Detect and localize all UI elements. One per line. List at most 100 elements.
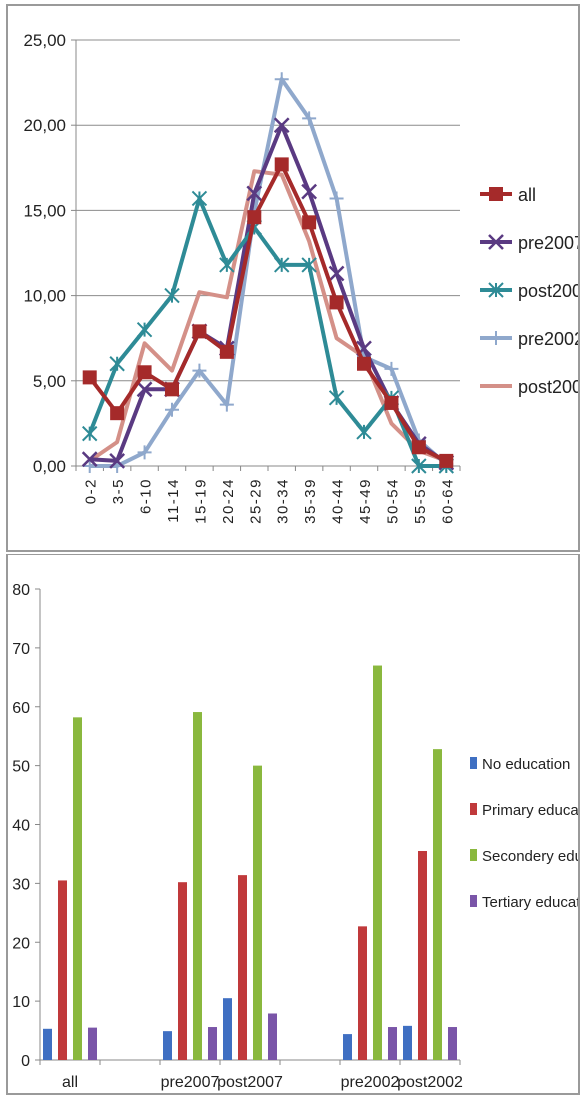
data-point-pre2002-shape	[137, 445, 152, 460]
data-point-post2007-shape	[136, 321, 153, 338]
bar-secondery-education	[193, 712, 202, 1060]
x-tick-label: all	[62, 1074, 78, 1091]
y-tick-label: 0	[21, 1053, 30, 1070]
data-point-pre2002	[192, 363, 207, 378]
data-point-post2007	[274, 257, 290, 273]
bar-secondery-education	[373, 665, 382, 1060]
data-point-all	[302, 215, 317, 230]
data-point-pre2007-shape	[109, 453, 126, 469]
age-distribution-line-chart: 0,00 5,00 10,00 15,00 20,00 25,00 0-2 3-5 6-10 11…	[23, 31, 582, 524]
data-point-pre2002	[165, 402, 179, 417]
data-point-pre2007	[328, 265, 345, 282]
y-tick-label: 50	[12, 759, 30, 776]
data-point-pre2002	[274, 72, 289, 87]
y-tick-label: 10,00	[23, 287, 66, 306]
x-tick-label: 15-19	[192, 478, 209, 524]
data-point-pre2002-shape	[82, 459, 97, 473]
y-tick-label: 40	[12, 818, 30, 835]
legend-marker-pre2007	[488, 234, 504, 250]
y-tick-label: 20	[12, 935, 30, 952]
education-chart-panel: 0 10 20 30 40 50 60 70 80 all pre2007 post2007 pre20…	[6, 554, 582, 1095]
age-distribution-chart-panel: 0,00 5,00 10,00 15,00 20,00 25,00 0-2 3-5 6-10 11…	[6, 4, 582, 552]
x-tick-label: 30-34	[275, 478, 292, 524]
data-point-pre2007-shape	[301, 183, 318, 200]
x-tick-label: 25-29	[247, 478, 264, 524]
data-point-all	[192, 324, 207, 339]
data-point-pre2002-shape	[384, 361, 399, 376]
legend-label: pre2007	[518, 233, 578, 253]
y-tick-label: 0,00	[33, 457, 66, 476]
data-point-all	[247, 210, 262, 225]
x-tick-label: 60-64	[439, 478, 456, 524]
legend-marker-pre2002	[489, 331, 503, 345]
data-point-pre2007	[81, 451, 98, 468]
legend-label: Secondery education	[482, 848, 578, 865]
legend-label: No education	[482, 756, 570, 773]
x-tick-label: 35-39	[302, 478, 319, 524]
data-point-all	[165, 382, 179, 397]
data-point-all-shape	[137, 365, 152, 380]
data-point-pre2002	[82, 459, 97, 473]
x-tick-label: 11-14	[165, 478, 182, 523]
data-point-all	[384, 395, 399, 410]
bar-primary-education	[418, 850, 427, 1060]
data-point-all	[219, 344, 234, 359]
x-tick-label: 50-54	[384, 478, 401, 524]
x-tick-label: 6-10	[138, 478, 155, 514]
legend-label: all	[518, 185, 536, 205]
x-tick-label: 20-24	[220, 478, 237, 524]
data-point-post2007	[109, 356, 125, 372]
series-line-all	[88, 162, 448, 463]
data-point-all-shape	[411, 440, 426, 455]
data-point-pre2002-shape	[165, 402, 179, 417]
bar-secondery-education	[433, 749, 442, 1060]
data-point-post2007-shape	[82, 425, 98, 442]
data-point-all-shape	[219, 344, 234, 359]
data-point-all-shape	[110, 406, 125, 421]
legend-marker-post2007	[488, 282, 504, 298]
data-point-pre2007-shape	[81, 451, 98, 468]
bar-tertiary-education	[388, 1027, 397, 1060]
data-point-post2007-shape	[301, 257, 317, 273]
data-point-all-shape	[274, 157, 289, 172]
y-tick-label: 60	[12, 700, 30, 717]
x-tick-label: 0-2	[83, 478, 100, 504]
data-point-pre2007	[109, 453, 126, 469]
legend-marker-all	[489, 187, 503, 201]
data-point-all	[274, 157, 289, 172]
data-point-pre2002	[384, 361, 399, 376]
data-point-all	[137, 365, 152, 380]
data-point-post2007	[191, 190, 208, 207]
legend-marker-post2007-shape	[488, 282, 504, 298]
x-tick-label: 55-59	[412, 478, 429, 524]
y-tick-label: 30	[12, 876, 30, 893]
x-tick-label: post2002	[397, 1074, 463, 1091]
bar-no-education	[223, 998, 232, 1060]
data-point-pre2002	[219, 397, 234, 412]
data-point-all	[357, 356, 371, 371]
bar-no-education	[403, 1025, 412, 1060]
data-point-pre2007-shape	[136, 381, 153, 398]
y-tick-label: 10	[12, 994, 30, 1011]
data-point-pre2002	[329, 191, 344, 206]
legend-label: post2007	[518, 281, 578, 301]
data-point-all	[329, 295, 344, 310]
y-tick-label: 20,00	[23, 116, 66, 135]
bar-secondery-education	[253, 765, 262, 1060]
bar-primary-education	[58, 880, 67, 1060]
x-tick-label: 45-49	[357, 478, 374, 524]
legend-marker-pre2002-shape	[489, 331, 503, 345]
data-point-pre2007	[246, 185, 263, 202]
bar-tertiary-education	[448, 1027, 457, 1060]
bar-no-education	[343, 1034, 352, 1060]
bar-primary-education	[178, 882, 187, 1060]
legend-label: post2002	[518, 377, 578, 397]
data-point-all-shape	[439, 453, 454, 468]
series-line-post2002	[88, 169, 447, 463]
data-point-pre2002	[302, 111, 317, 126]
y-tick-label: 15,00	[23, 201, 66, 220]
data-point-pre2002-shape	[219, 397, 234, 412]
data-point-post2007-shape	[191, 190, 208, 207]
